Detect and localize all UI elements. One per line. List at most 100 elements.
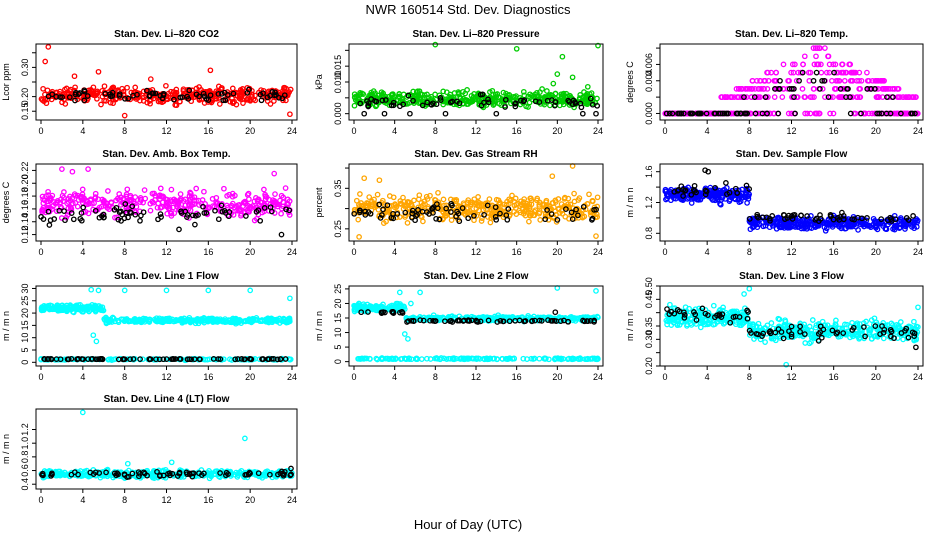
x-tick-label: 24: [913, 126, 923, 136]
x-tick-label: 12: [786, 247, 796, 257]
point-all: [71, 73, 78, 80]
point-all: [93, 338, 100, 345]
point-hourly: [485, 99, 492, 106]
point-all: [110, 100, 116, 107]
point-all: [897, 94, 903, 100]
point-all: [552, 90, 559, 97]
point-all: [448, 217, 455, 223]
point-all: [45, 198, 51, 205]
point-all: [195, 197, 202, 204]
point-hourly: [579, 110, 586, 117]
point-all: [147, 207, 154, 214]
point-all: [396, 289, 403, 296]
point-all: [822, 45, 828, 51]
point-all: [196, 97, 203, 103]
point-all: [847, 77, 854, 84]
x-tick-label: 12: [471, 247, 481, 257]
point-all: [789, 94, 795, 100]
point-hourly: [134, 91, 140, 98]
point-all: [738, 86, 745, 92]
point-hourly: [176, 226, 182, 233]
point-all: [40, 85, 46, 92]
point-hourly: [75, 91, 82, 97]
point-hourly: [678, 110, 684, 117]
x-tick-label: 12: [471, 126, 481, 136]
point-all: [67, 193, 73, 200]
point-all: [229, 95, 235, 102]
point-all: [278, 210, 284, 217]
y-axis-label: percent: [314, 187, 324, 218]
y-tick-label: 10: [20, 333, 30, 343]
point-all: [537, 200, 543, 206]
point-all: [492, 91, 499, 98]
point-all: [229, 85, 236, 92]
point-hourly: [405, 92, 412, 99]
point-all: [754, 77, 760, 84]
point-all: [89, 200, 95, 207]
point-all: [147, 100, 153, 107]
point-all: [830, 110, 837, 117]
point-hourly: [361, 110, 368, 117]
point-hourly: [257, 217, 264, 224]
point-all: [883, 86, 890, 92]
chart-panel-3: Stan. Dev. Li–820 Temp.degrees C0 4 8 12 16 2…: [625, 29, 924, 136]
point-all: [900, 110, 906, 117]
point-all: [880, 86, 887, 92]
point-all: [357, 191, 363, 197]
point-all: [137, 97, 143, 104]
point-all: [140, 88, 147, 95]
point-all: [819, 86, 826, 92]
point-all: [104, 200, 110, 207]
point-all: [839, 61, 846, 68]
point-all: [569, 74, 576, 81]
point-all: [42, 58, 49, 65]
panel-title: Stan. Dev. Line 2 Flow: [424, 271, 529, 282]
x-tick-label: 8: [122, 247, 127, 257]
point-all: [209, 196, 216, 202]
data-points: [662, 45, 921, 117]
point-hourly: [70, 216, 77, 223]
point-all: [229, 99, 236, 105]
point-hourly: [777, 77, 783, 84]
point-hourly: [871, 86, 878, 92]
point-all: [272, 191, 278, 197]
x-tick-label: 8: [747, 247, 752, 257]
x-tick-label: 16: [512, 372, 522, 382]
point-all: [765, 69, 771, 76]
point-all: [261, 186, 267, 193]
point-hourly: [910, 213, 916, 219]
point-all: [372, 90, 378, 97]
x-tick-label: 8: [433, 126, 438, 136]
point-all: [571, 190, 577, 197]
point-all: [492, 98, 499, 105]
point-hourly: [146, 93, 153, 100]
point-all: [875, 77, 882, 84]
point-all: [528, 201, 535, 208]
point-hourly: [847, 94, 853, 100]
point-hourly: [502, 96, 509, 103]
point-all: [251, 217, 258, 224]
point-all: [554, 71, 561, 77]
point-hourly: [281, 92, 288, 99]
point-all: [764, 86, 771, 92]
point-all: [797, 69, 804, 76]
point-all: [780, 61, 787, 68]
point-hourly: [876, 110, 882, 117]
y-tick-label: 0.006: [644, 53, 654, 76]
point-all: [785, 110, 792, 117]
point-all: [560, 91, 566, 98]
point-all: [238, 93, 245, 99]
point-all: [68, 207, 75, 214]
point-hourly: [844, 86, 850, 92]
point-hourly: [45, 93, 52, 100]
point-all: [525, 104, 531, 110]
point-all: [61, 189, 67, 195]
point-all: [809, 94, 815, 100]
point-all: [141, 187, 148, 193]
point-all: [832, 61, 839, 68]
point-hourly: [887, 110, 894, 117]
point-all: [69, 200, 76, 207]
point-all: [478, 218, 485, 224]
